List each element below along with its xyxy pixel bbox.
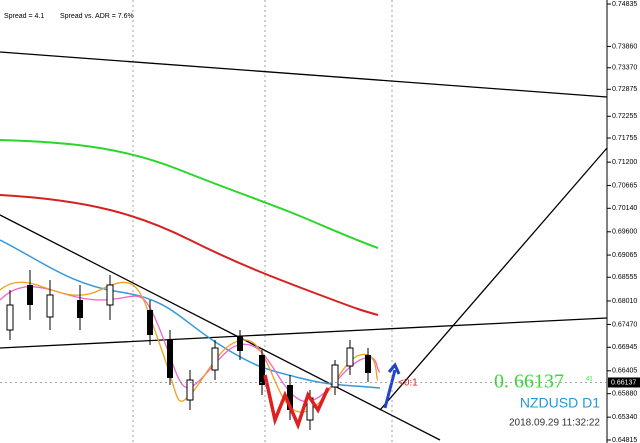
trend-line — [0, 214, 441, 441]
y-tick-label: 0.68555 — [612, 274, 637, 281]
price-small: 41 — [586, 377, 593, 383]
y-tick-label: 0.69600 — [612, 229, 637, 236]
y-tick-label: 0.72255 — [612, 113, 637, 120]
price-display: 0. 66137 — [494, 371, 564, 393]
direction-arrow — [383, 362, 401, 409]
y-tick-label: 0.70140 — [612, 205, 637, 212]
y-tick-label: 0.66405 — [612, 368, 637, 375]
spread-text: Spread = 4.1 — [4, 13, 44, 20]
y-tick-label: 0.72875 — [612, 86, 637, 93]
y-tick-label: 0.70665 — [612, 182, 637, 189]
trend-line — [379, 147, 608, 411]
y-tick-label: 0.66945 — [612, 344, 637, 351]
y-tick-label: 0.67470 — [612, 321, 637, 328]
y-tick-label: 0.71200 — [612, 159, 637, 166]
symbol-label: NZDUSD D1 — [520, 395, 600, 411]
current-price-box — [608, 377, 640, 388]
trend-line — [0, 51, 608, 98]
y-tick-label: 0.69065 — [612, 252, 637, 259]
y-tick-label: 0.65340 — [612, 414, 637, 421]
moving-average — [0, 286, 381, 403]
current-price-label: 0.66137 — [611, 379, 636, 386]
y-tick-label: 0.64815 — [612, 437, 637, 443]
y-tick-label: 0.68010 — [612, 298, 637, 305]
moving-average — [0, 281, 379, 413]
moving-average — [0, 194, 379, 316]
y-tick-label: 0.65880 — [612, 391, 637, 398]
trend-line — [0, 317, 608, 349]
arrow-label: <0:1 — [398, 378, 418, 389]
timestamp: 2018.09.29 11:32:22 — [509, 418, 600, 429]
spread-adr-text: Spread vs. ADR = 7.6% — [60, 13, 134, 20]
y-tick-label: 0.74835 — [612, 1, 637, 8]
moving-average — [0, 139, 379, 249]
y-tick-label: 0.71755 — [612, 135, 637, 142]
signal-arrows — [263, 374, 330, 430]
y-tick-label: 0.73860 — [612, 43, 637, 50]
plot-area — [0, 0, 607, 443]
y-tick-label: 0.73370 — [612, 65, 637, 72]
